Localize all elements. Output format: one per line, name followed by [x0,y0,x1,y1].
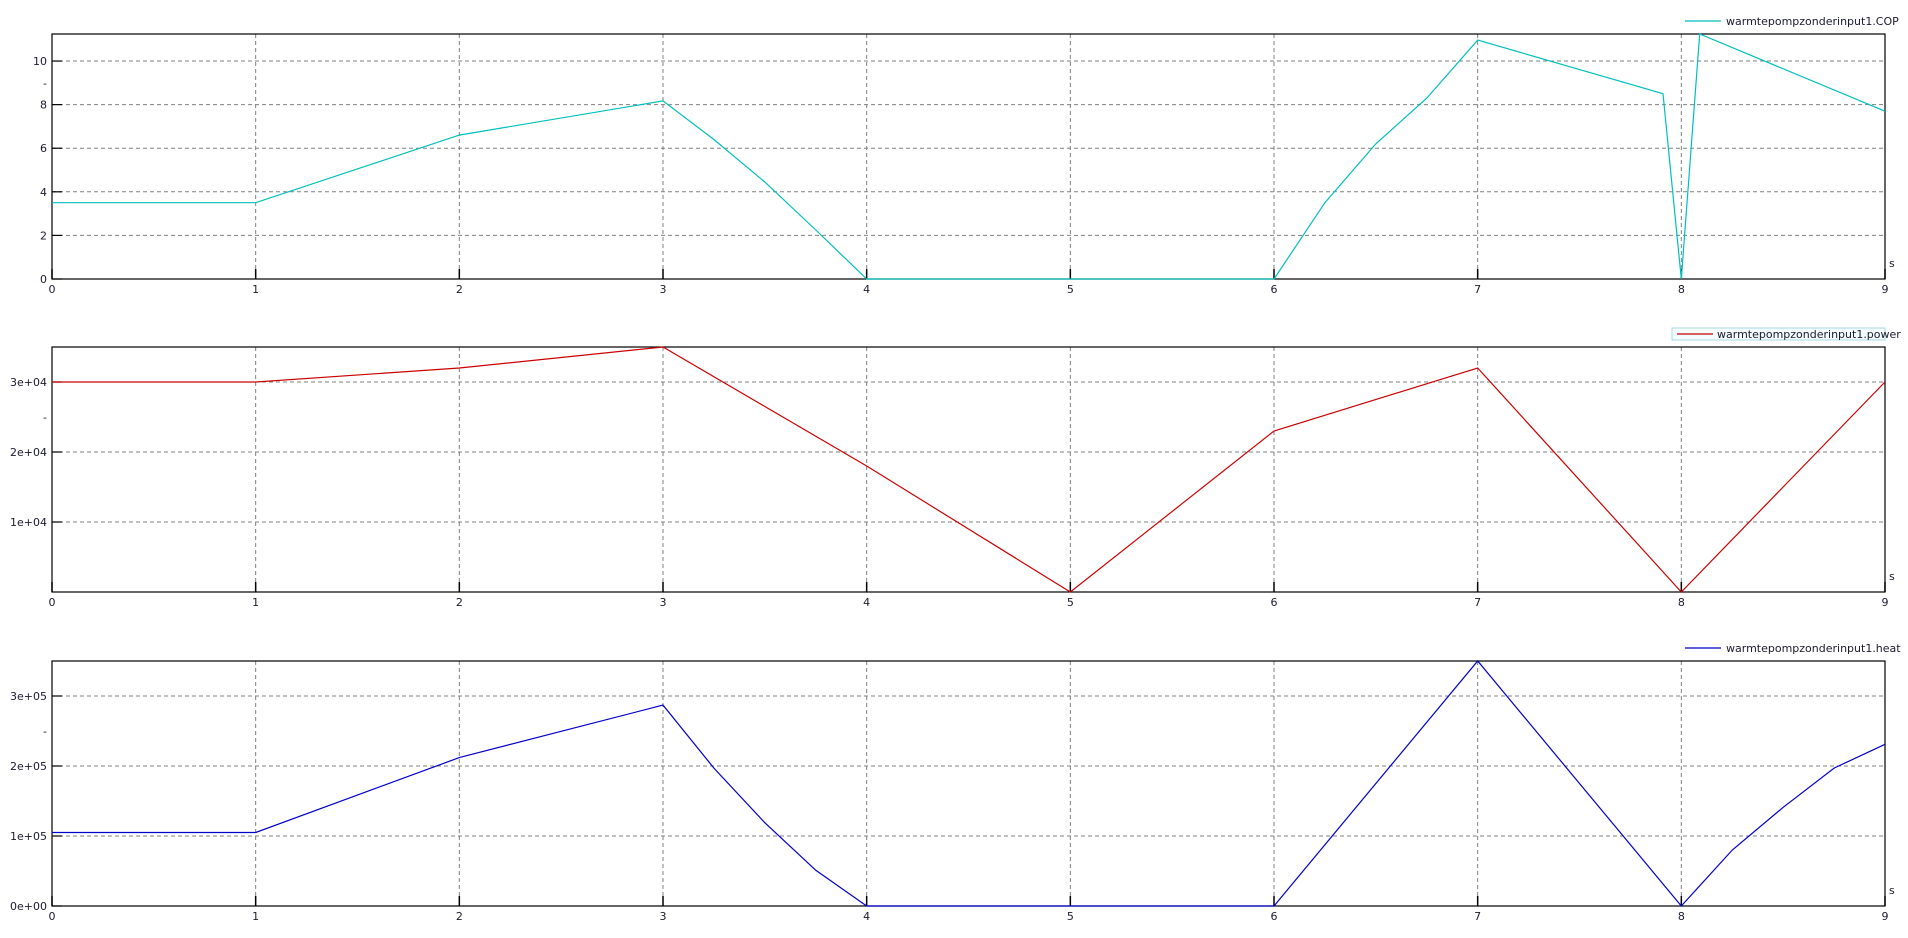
y-tick-label: 3e+04 [10,376,47,389]
series-line-cop [52,33,1886,280]
chart-panel-3: 0 1 2 3 4 5 6 7 8 9 0e+00 1e+05 2e+05 - 3e+05 s warmtepo… [10,642,1901,923]
y-tick-label: 2e+04 [10,446,47,459]
x-tick-label: 8 [1678,283,1685,296]
y-tick-label: 4 [40,186,47,199]
x-tick-label: 6 [1271,283,1278,296]
y-tick-label: - [43,725,47,738]
x-tick-label: 5 [1067,596,1074,609]
x-tick-label: 4 [863,283,870,296]
legend-label: warmtepompzonderinput1.power [1717,328,1901,341]
x-tick-label: 1 [252,910,259,923]
x-tick-label: 0 [49,910,56,923]
x-tick-label: 7 [1474,596,1481,609]
x-tick-label: 3 [660,283,667,296]
x-tick-label: 7 [1474,910,1481,923]
x-tick-label: 8 [1678,910,1685,923]
legend-label: warmtepompzonderinput1.heat [1726,642,1901,655]
x-tick-label: 1 [252,596,259,609]
chart-panel-1: 0 1 2 3 4 5 6 7 8 9 0 2 4 6 8 - 10 s warmtepompzonderinput… [33,15,1899,296]
y-tick-label: 1e+04 [10,516,47,529]
plot-frame [51,33,1886,280]
series-line-heat [52,660,1886,907]
y-tick-label: 3e+05 [10,690,47,703]
x-tick-label: 2 [456,596,463,609]
y-tick-label: - [43,77,47,90]
chart-panel-2: 0 1 2 3 4 5 6 7 8 9 1e+04 2e+04 - 3e+04 s warmtepompzon… [10,327,1901,609]
series-line-power [52,346,1886,593]
x-tick-label: 2 [456,910,463,923]
x-tick-label: 9 [1882,596,1889,609]
x-tick-label: 7 [1474,283,1481,296]
legend-box [1671,327,1886,341]
plot-frame [51,660,1886,907]
plot-frame [51,346,1886,593]
legend-label: warmtepompzonderinput1.COP [1726,15,1899,28]
y-tick-label: - [43,411,47,424]
x-tick-label: 0 [49,596,56,609]
x-tick-label: 8 [1678,596,1685,609]
x-tick-label: 5 [1067,910,1074,923]
y-tick-label: 1e+05 [10,830,47,843]
y-tick-label: 10 [33,55,47,68]
x-tick-label: 3 [660,910,667,923]
legend: warmtepompzonderinput1.COP [1685,15,1899,28]
x-tick-label: 5 [1067,283,1074,296]
x-tick-label: 4 [863,910,870,923]
x-tick-label: 6 [1271,596,1278,609]
x-tick-label: 9 [1882,910,1889,923]
x-tick-label: 3 [660,596,667,609]
y-tick-label: 2 [40,229,47,242]
y-tick-label: 0 [40,273,47,286]
x-unit-label: s [1889,570,1895,583]
y-tick-label: 8 [40,99,47,112]
x-tick-label: 0 [49,283,56,296]
x-tick-label: 2 [456,283,463,296]
x-tick-label: 9 [1882,283,1889,296]
x-unit-label: s [1889,884,1895,897]
legend: warmtepompzonderinput1.heat [1685,642,1901,655]
y-tick-label: 2e+05 [10,760,47,773]
y-tick-label: 6 [40,142,47,155]
legend: warmtepompzonderinput1.power [1671,327,1901,341]
y-tick-label: 0e+00 [10,900,47,913]
x-tick-label: 1 [252,283,259,296]
x-tick-label: 6 [1271,910,1278,923]
x-tick-label: 4 [863,596,870,609]
x-unit-label: s [1889,257,1895,270]
